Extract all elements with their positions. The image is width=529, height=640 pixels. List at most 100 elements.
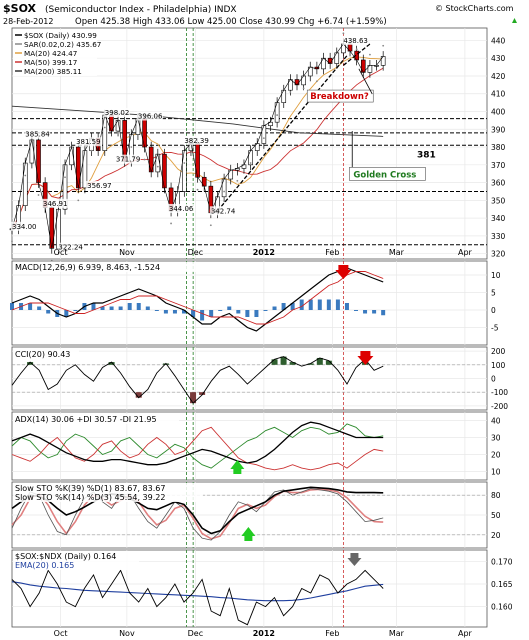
macd-histogram-bar bbox=[272, 306, 277, 310]
ratio-y-tick-label: 0.170 bbox=[491, 557, 513, 566]
cci-y-tick-label: 100 bbox=[491, 361, 506, 370]
macd-line bbox=[11, 267, 384, 332]
chart-panels: 3203303403503603703803904004104204304403… bbox=[9, 27, 513, 638]
price-y-tick-label: 320 bbox=[491, 250, 506, 259]
price-candle-body bbox=[288, 79, 293, 91]
price-label: 371.79 bbox=[116, 156, 141, 164]
cci-title: CCI(20) 90.43 bbox=[15, 350, 70, 359]
macd-histogram-bar bbox=[254, 310, 259, 317]
price-candle-body bbox=[195, 143, 200, 178]
ratio-y-tick-label: 0.160 bbox=[491, 603, 513, 612]
price-candle-body bbox=[49, 207, 55, 249]
price-legend-entry: MA(50) 399.17 bbox=[24, 58, 77, 67]
support-trendline bbox=[216, 54, 349, 212]
price-candle-body bbox=[36, 139, 41, 183]
cci-y-tick-label: -100 bbox=[491, 388, 508, 397]
price-legend-entry: SAR(0.02,0.2) 435.67 bbox=[24, 40, 101, 49]
macd-histogram-bar bbox=[363, 310, 368, 314]
adx-y-tick-label: 20 bbox=[491, 451, 501, 460]
price-candle-body bbox=[307, 66, 313, 77]
macd-histogram-bar bbox=[191, 310, 196, 317]
adx-title: ADX(14) 30.06 +DI 30.57 -DI 21.95 bbox=[15, 415, 157, 424]
cci-overbought-fill bbox=[271, 359, 278, 365]
price-label: 381.59 bbox=[76, 138, 101, 146]
macd-histogram-bar bbox=[381, 310, 386, 316]
level-381-label: 381 bbox=[417, 150, 436, 160]
cci-y-tick-label: -200 bbox=[491, 402, 508, 411]
price-candle-body bbox=[56, 208, 61, 249]
price-y-tick-label: 400 bbox=[491, 108, 506, 117]
price-y-tick-label: 430 bbox=[491, 54, 506, 63]
bottom-x-axis-label: Feb bbox=[325, 629, 339, 638]
macd-histogram-bar bbox=[73, 310, 78, 311]
price-candle-body bbox=[380, 56, 386, 66]
golden-cross-box bbox=[349, 167, 426, 181]
macd-histogram-bar bbox=[37, 306, 42, 310]
macd-histogram-bar bbox=[245, 310, 250, 317]
price-legend-entry: MA(200) 385.11 bbox=[24, 67, 82, 76]
ratio-ema-title: EMA(20) 0.165 bbox=[15, 561, 74, 570]
macd-histogram-bar bbox=[308, 299, 313, 310]
price-candle-body bbox=[29, 139, 35, 164]
price-candle-body bbox=[182, 150, 187, 192]
sar-dot bbox=[103, 126, 106, 129]
adx-title-group: ADX(14) 30.06 +DI 30.57 -DI 21.95 bbox=[13, 414, 179, 424]
price-candle-body bbox=[102, 114, 108, 151]
price-label-bg bbox=[41, 198, 68, 208]
price-x-axis-label: 2012 bbox=[253, 248, 275, 257]
sto-y-tick-label: 50 bbox=[491, 511, 501, 520]
macd-histogram-bar bbox=[109, 306, 114, 310]
price-candle-body bbox=[281, 89, 287, 103]
macd-histogram-bar bbox=[182, 310, 187, 314]
price-candle-body bbox=[162, 153, 167, 189]
price-label-bg bbox=[57, 242, 84, 252]
ratio-y-tick-label: 0.165 bbox=[491, 580, 513, 589]
macd-histogram-bar bbox=[154, 310, 159, 311]
ratio-line bbox=[11, 569, 384, 626]
price-x-axis-label: Apr bbox=[458, 248, 473, 257]
price-candle-body bbox=[301, 75, 306, 86]
macd-histogram-bar bbox=[317, 299, 322, 310]
sar-dot bbox=[37, 194, 40, 196]
macd-histogram-bar bbox=[91, 303, 96, 310]
ratio-title: $SOX:$NDX (Daily) 0.164 bbox=[15, 552, 116, 561]
adx-line bbox=[11, 421, 384, 466]
price-candle-body bbox=[221, 178, 227, 198]
price-label: 342.74 bbox=[211, 207, 236, 215]
cci-overbought-fill bbox=[316, 357, 323, 365]
sto-d-line bbox=[11, 488, 384, 540]
cci-line bbox=[11, 356, 384, 404]
bottom-x-axis-label: Nov bbox=[119, 629, 135, 638]
macd-histogram-bar bbox=[209, 310, 214, 317]
price-label: 346.91 bbox=[43, 200, 68, 208]
sar-dot bbox=[11, 240, 13, 243]
macd-histogram-bar bbox=[118, 306, 123, 310]
price-candle-body bbox=[334, 52, 340, 64]
ratio-title-group: $SOX:$NDX (Daily) 0.164 EMA(20) 0.165 bbox=[13, 551, 139, 570]
macd-histogram-bar bbox=[263, 310, 268, 311]
price-legend-entry: $SOX (Daily) 430.99 bbox=[24, 31, 97, 40]
price-x-axis-label: Dec bbox=[188, 248, 203, 257]
sar-dot bbox=[170, 222, 172, 225]
sto-k14-title: Slow STO %K(14) %D(3) 45.54, 39.22 bbox=[15, 493, 165, 502]
cci-red-arrow bbox=[357, 351, 374, 365]
macd-histogram-bar bbox=[163, 310, 168, 314]
macd-histogram-bar bbox=[335, 299, 340, 310]
price-label: 356.97 bbox=[87, 182, 112, 190]
cci-oversold-fill bbox=[190, 392, 197, 404]
sar-dot bbox=[289, 91, 292, 93]
sar-dot bbox=[64, 176, 66, 179]
price-label: 398.02 bbox=[105, 109, 130, 117]
price-y-tick-label: 420 bbox=[491, 72, 506, 81]
price-candle-body bbox=[135, 118, 141, 135]
price-label: 385.84 bbox=[25, 131, 50, 139]
cci-overbought-fill bbox=[280, 356, 287, 365]
ma200-line bbox=[11, 105, 384, 137]
macd-title-group: MACD(12,26,9) 6.939, 8.463, -1.524 bbox=[13, 262, 209, 272]
sar-dot bbox=[143, 158, 146, 161]
cci-overbought-fill bbox=[325, 360, 332, 365]
macd-histogram-bar bbox=[218, 310, 223, 311]
macd-histogram-bar bbox=[10, 303, 14, 310]
price-label-bg bbox=[24, 129, 51, 139]
macd-histogram-bar bbox=[372, 310, 377, 314]
